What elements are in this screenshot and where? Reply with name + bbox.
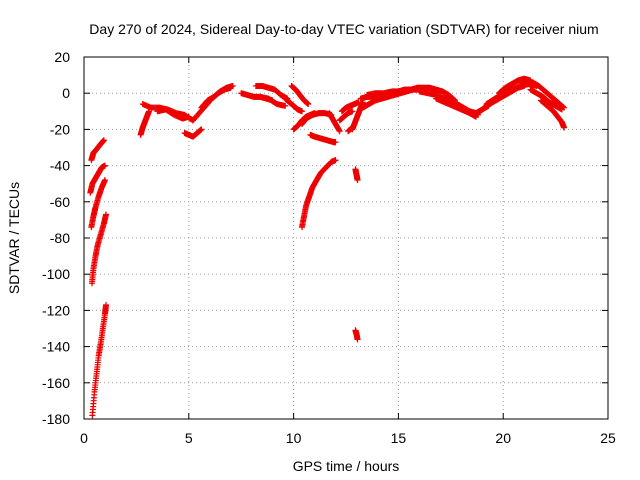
data-point (336, 128, 343, 135)
data-point (405, 86, 412, 93)
x-tick-label: 0 (80, 430, 88, 446)
data-series-segment-8 (181, 126, 205, 140)
y-axis-label: SDTVAR / TECUs (6, 182, 22, 294)
data-series-segment-2 (88, 177, 108, 231)
data-point (332, 157, 339, 164)
data-point (349, 124, 356, 131)
data-series-segment-3 (88, 211, 110, 287)
data-series-segment-0 (88, 137, 107, 164)
data-series-segment-29 (363, 86, 412, 99)
x-tick-label: 20 (495, 430, 511, 446)
data-point (185, 113, 192, 120)
x-tick-label: 15 (391, 430, 407, 446)
data-series-segment-13 (257, 93, 289, 109)
data-point (560, 124, 567, 131)
data-points (87, 75, 567, 419)
data-point (101, 162, 108, 169)
data-series-segment-22 (336, 108, 356, 124)
data-point (354, 336, 361, 343)
data-series-segment-36 (516, 77, 567, 111)
data-point (103, 211, 110, 218)
data-series-segment-4 (89, 301, 110, 419)
data-series-segment-37 (527, 86, 565, 113)
data-point (298, 108, 305, 115)
data-series-segment-14 (288, 82, 312, 108)
axis-ticks: 0 5 10 15 20 25 20 0 -20 -40 -60 -80 -100 -120 -140 -16… (42, 49, 616, 446)
gridlines (84, 57, 608, 419)
y-tick-label: -40 (50, 158, 70, 174)
data-point (282, 102, 289, 109)
data-series-segment-1 (87, 162, 108, 196)
y-tick-label: -100 (42, 266, 70, 282)
data-series-segment-10 (198, 82, 236, 111)
data-series-segment-26 (352, 327, 361, 343)
x-tick-label: 5 (185, 430, 193, 446)
data-series-segment-15 (282, 95, 305, 115)
data-series-segment-17 (298, 110, 335, 127)
y-tick-label: 0 (62, 85, 70, 101)
chart-title: Day 270 of 2024, Sidereal Day-to-day VTE… (89, 21, 598, 37)
y-tick-label: -180 (42, 411, 70, 427)
y-tick-label: -20 (50, 121, 70, 137)
data-point (100, 137, 107, 144)
y-tick-label: -120 (42, 302, 70, 318)
y-tick-label: -140 (42, 339, 70, 355)
data-series-segment-21 (338, 99, 362, 115)
y-tick-label: -80 (50, 230, 70, 246)
data-point (103, 301, 110, 308)
data-point (101, 177, 108, 184)
data-series-segment-7 (154, 106, 192, 122)
x-axis-label: GPS time / hours (293, 458, 400, 474)
x-tick-label: 25 (600, 430, 616, 446)
y-tick-label: 20 (54, 49, 70, 65)
y-tick-label: -60 (50, 194, 70, 210)
data-point (332, 139, 339, 146)
data-series-segment-20 (298, 157, 339, 231)
data-point (349, 108, 356, 115)
data-series-segment-18 (307, 131, 339, 146)
data-series-segment-19 (326, 110, 343, 135)
data-point (558, 106, 565, 113)
y-tick-label: -160 (42, 375, 70, 391)
data-series-segment-24 (345, 124, 356, 135)
data-point (229, 82, 236, 89)
x-tick-label: 10 (286, 430, 302, 446)
data-point (305, 101, 312, 108)
data-series-segment-12 (252, 82, 291, 102)
data-point (354, 177, 361, 184)
data-series-segment-25 (352, 166, 361, 184)
data-series-segment-38 (537, 97, 567, 131)
data-series-segment-5 (137, 108, 152, 138)
data-point (198, 126, 205, 133)
